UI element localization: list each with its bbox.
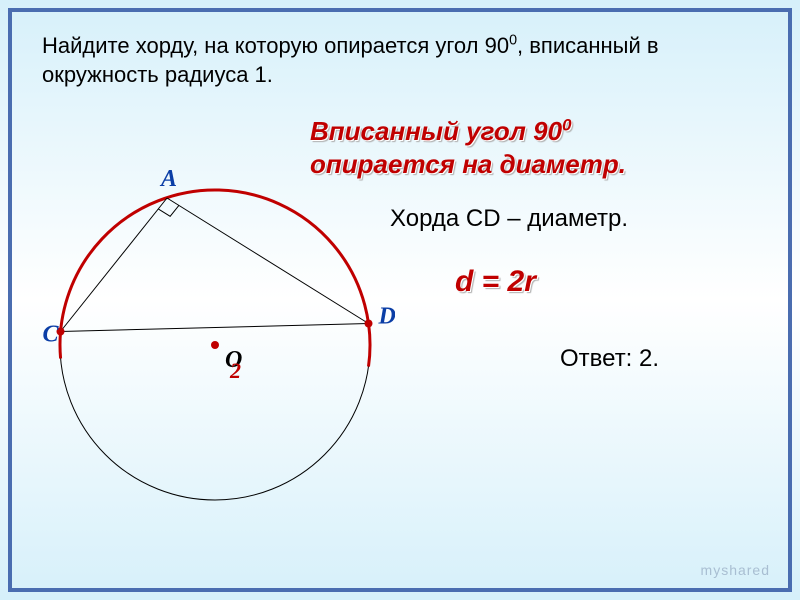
answer-text: Ответ: 2. xyxy=(560,345,659,372)
frame-corner xyxy=(8,548,52,592)
problem-line1-tail: , вписанный в xyxy=(517,33,659,58)
frame-edge xyxy=(8,48,12,552)
frame-edge xyxy=(788,48,792,552)
watermark: myshared xyxy=(701,562,770,578)
svg-text:A: A xyxy=(159,166,177,192)
svg-text:C: C xyxy=(43,322,60,348)
formula-text: d = 2r xyxy=(455,265,536,298)
problem-line1: Найдите хорду, на которую опирается угол… xyxy=(42,33,509,58)
diameter-formula: d = 2r xyxy=(455,265,536,299)
chord-statement-text: Хорда CD – диаметр. xyxy=(390,205,628,232)
answer: Ответ: 2. xyxy=(560,345,659,373)
geometry-diagram: ACDО2 xyxy=(35,120,395,520)
chord-diameter-statement: Хорда CD – диаметр. xyxy=(390,205,628,233)
svg-text:2: 2 xyxy=(229,358,241,383)
deg-superscript: 0 xyxy=(509,33,517,49)
watermark-text: myshared xyxy=(701,562,770,578)
frame-edge xyxy=(48,8,752,12)
frame-edge xyxy=(48,588,752,592)
problem-line2: окружность радиуса 1. xyxy=(42,62,273,87)
deg-superscript: 0 xyxy=(562,115,571,134)
svg-text:D: D xyxy=(378,304,396,330)
problem-statement: Найдите хорду, на которую опирается угол… xyxy=(42,32,760,89)
